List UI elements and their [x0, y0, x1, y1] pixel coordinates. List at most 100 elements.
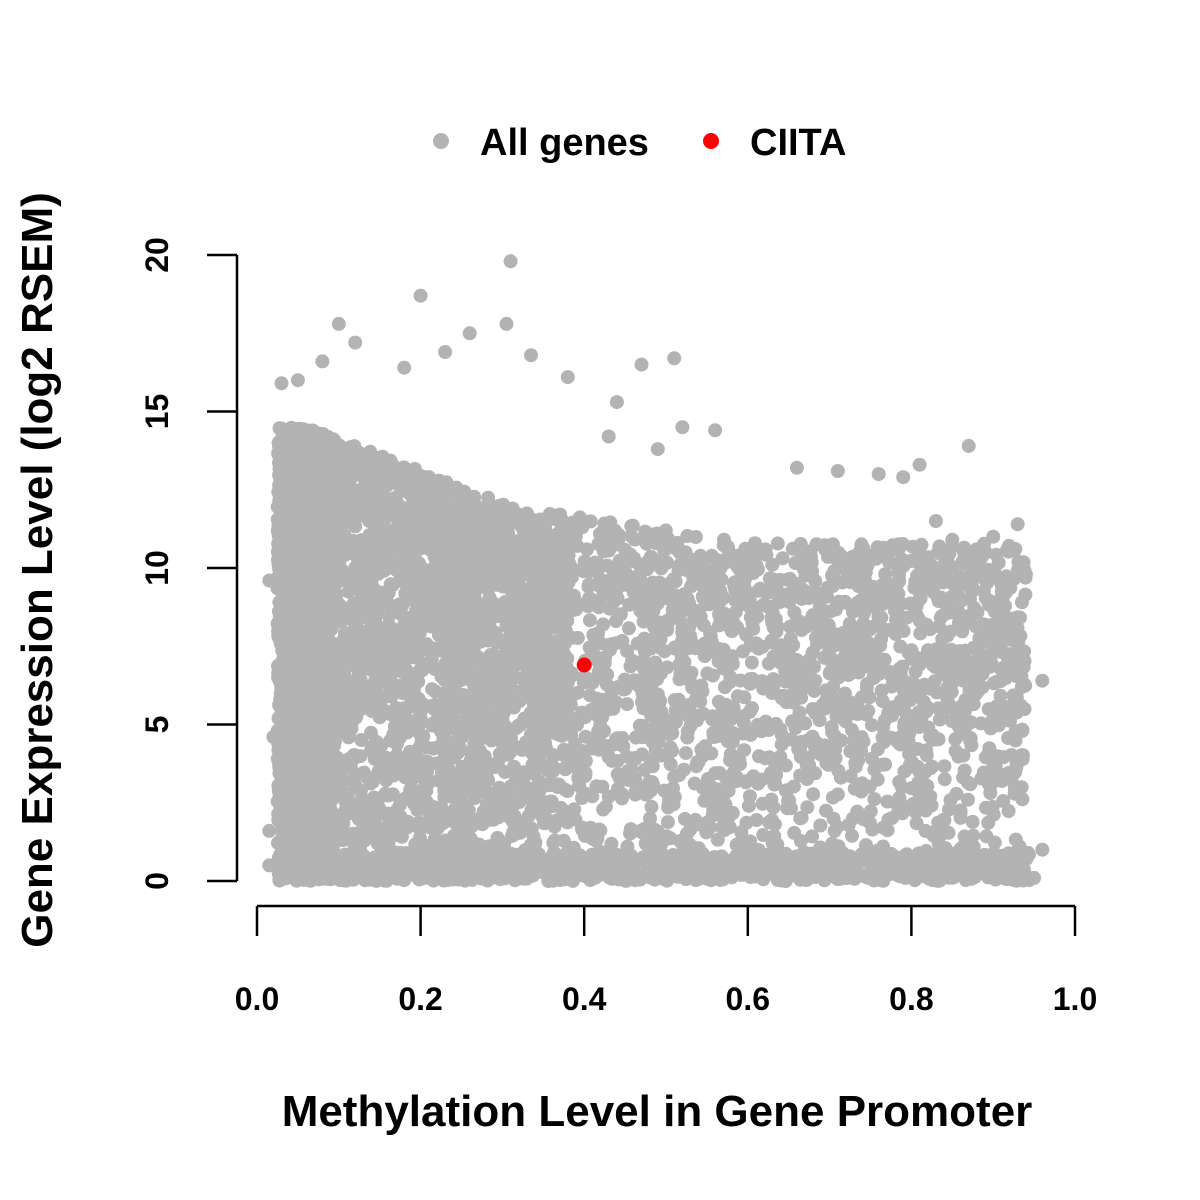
point-all-genes: [627, 532, 642, 547]
point-all-genes: [837, 686, 852, 701]
point-all-genes: [670, 535, 685, 550]
point-all-genes: [822, 666, 837, 681]
point-all-genes: [348, 619, 362, 634]
point-all-genes: [601, 750, 616, 765]
point-all-genes: [595, 692, 610, 707]
point-all-genes: [484, 718, 499, 733]
point-all-genes: [663, 757, 678, 772]
point-all-genes: [737, 743, 752, 758]
point-all-genes: [379, 593, 394, 608]
point-all-genes: [386, 528, 401, 543]
point-all-genes: [881, 812, 896, 827]
point-all-genes: [408, 759, 423, 774]
point-all-genes: [762, 750, 777, 765]
point-all-genes: [360, 460, 375, 475]
point-all-genes: [636, 660, 650, 675]
point-all-genes: [825, 625, 839, 640]
all-genes-point-cloud: [270, 420, 1037, 888]
point-all-genes: [465, 491, 480, 506]
point-all-genes: [908, 664, 923, 679]
point-all-genes: [560, 815, 575, 830]
point-all-genes: [794, 810, 809, 825]
point-all-genes: [680, 826, 694, 841]
point-all-genes: [723, 712, 738, 727]
point-all-genes: [624, 519, 639, 534]
point-all-genes: [397, 678, 412, 693]
point-all-genes: [845, 604, 860, 619]
point-all-genes: [875, 694, 890, 708]
point-all-genes: [337, 625, 352, 640]
point-all-genes: [774, 727, 789, 742]
point-all-genes: [737, 690, 752, 705]
point-all-genes: [341, 584, 356, 599]
point-all-genes: [591, 537, 606, 552]
point-all-genes: [484, 792, 499, 807]
point-all-genes: [864, 718, 879, 733]
point-all-genes: [937, 607, 952, 622]
point-all-genes: [904, 676, 919, 691]
point-all-genes: [620, 697, 634, 712]
point-all-genes: [995, 774, 1009, 788]
point-all-genes: [813, 818, 828, 833]
point-all-genes: [379, 773, 394, 788]
point-all-genes: [722, 820, 737, 835]
point-all-genes: [613, 607, 628, 622]
point-all-genes: [434, 476, 449, 491]
point-all-genes: [807, 702, 822, 717]
point-all-genes: [722, 675, 737, 690]
point-all-genes: [782, 571, 797, 586]
point-all-genes: [688, 812, 703, 827]
point-all-genes: [643, 811, 657, 826]
point-all-genes: [445, 560, 459, 575]
point-all-genes: [841, 818, 856, 832]
point-all-genes: [546, 835, 561, 850]
point-all-genes: [859, 707, 874, 722]
point-all-genes: [809, 537, 824, 552]
point-all-genes: [792, 705, 807, 720]
point-all-genes: [755, 639, 770, 654]
point-all-genes: [880, 823, 895, 838]
point-all-genes: [697, 649, 712, 664]
point-all-genes: [708, 766, 723, 781]
point-all-genes: [688, 530, 703, 544]
point-all-genes: [623, 826, 638, 841]
point-all-genes: [983, 721, 998, 736]
point-all-genes: [910, 568, 925, 583]
point-all-genes: [582, 613, 597, 628]
point-all-genes: [481, 490, 496, 505]
point-all-genes: [680, 730, 695, 745]
point-all-genes: [830, 787, 845, 802]
point-all-genes: [569, 602, 583, 617]
point-all-genes: [744, 655, 759, 670]
point-all-genes: [873, 638, 888, 653]
point-all-genes: [784, 801, 798, 816]
point-all-genes: [921, 643, 935, 658]
point-all-genes: [875, 730, 890, 745]
point-all-genes: [856, 812, 871, 827]
point-all-genes: [354, 733, 369, 747]
point-all-genes: [585, 789, 600, 804]
point-all-genes: [993, 688, 1008, 703]
point-all-genes: [1015, 792, 1030, 807]
point-all-genes: [986, 807, 1001, 822]
point-all-genes: [346, 771, 361, 786]
point-all-genes: [874, 683, 889, 698]
point-all-genes: [563, 558, 577, 573]
point-all-genes: [965, 814, 980, 829]
point-all-genes: [878, 623, 893, 638]
point-all-genes: [380, 619, 395, 634]
point-all-genes: [350, 650, 365, 665]
point-all-genes: [338, 680, 353, 695]
point-all-genes: [621, 621, 636, 636]
point-all-genes: [1009, 632, 1024, 647]
point-all-genes: [615, 730, 630, 745]
point-all-genes: [982, 777, 997, 792]
point-all-genes: [617, 672, 632, 687]
point-all-genes: [761, 656, 776, 671]
point-all-genes: [908, 780, 923, 795]
point-all-genes: [384, 548, 399, 563]
point-all-genes: [687, 776, 702, 791]
point-all-genes: [356, 580, 370, 595]
point-all-genes: [841, 668, 856, 682]
point-all-genes: [578, 729, 593, 744]
